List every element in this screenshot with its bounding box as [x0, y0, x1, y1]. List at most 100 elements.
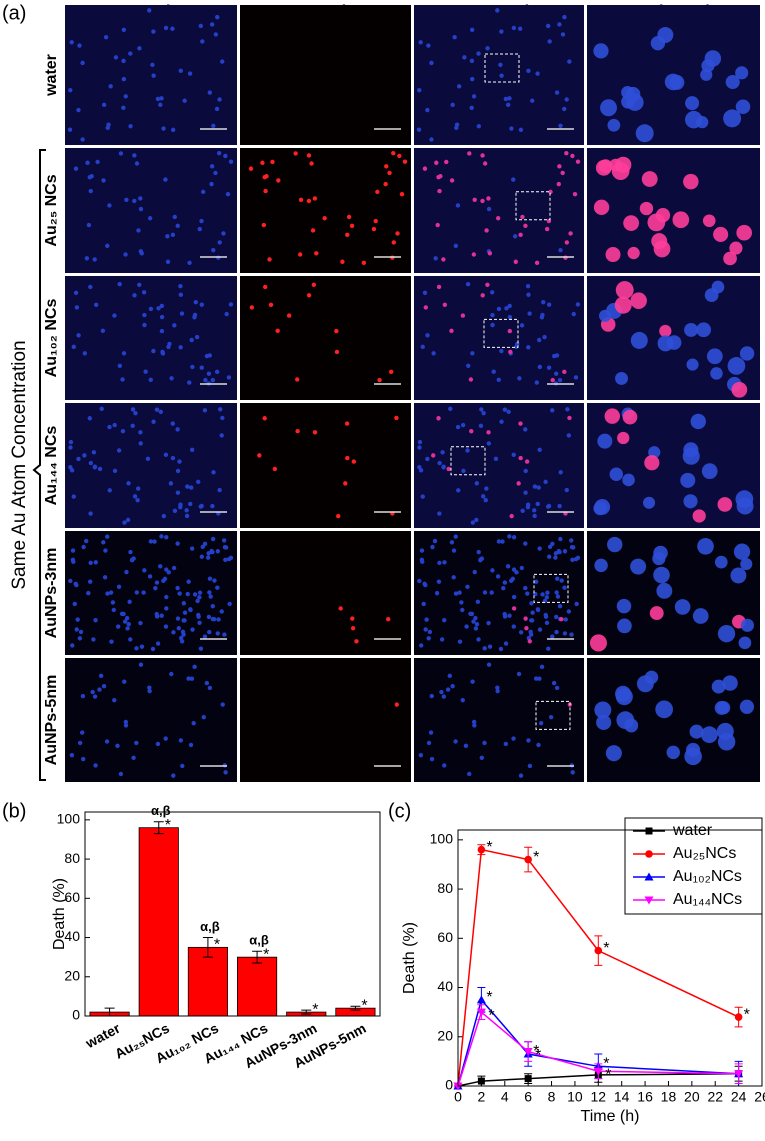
- cell: [553, 555, 558, 560]
- x-axis-label: Time (h): [581, 1108, 640, 1125]
- cell: [377, 377, 382, 383]
- significance-star: *: [165, 817, 171, 834]
- cell: [614, 296, 632, 314]
- cell: [476, 51, 481, 56]
- cell: [306, 153, 312, 158]
- cell: [105, 243, 110, 249]
- cell: [496, 377, 501, 383]
- cell: [189, 676, 195, 681]
- cell: [480, 153, 485, 158]
- cell: [70, 548, 76, 553]
- cell: [163, 624, 169, 629]
- cell: [554, 590, 559, 595]
- cell: [486, 206, 492, 212]
- cell: [537, 676, 542, 681]
- cell: [447, 673, 452, 679]
- cell: [471, 252, 477, 257]
- cell: [116, 584, 122, 589]
- cell: [553, 551, 559, 556]
- cell: [496, 539, 502, 544]
- cell: [431, 453, 436, 458]
- cell: [197, 590, 203, 595]
- cells: [257, 415, 399, 519]
- cells: [67, 8, 225, 142]
- cell: [132, 153, 137, 158]
- micrograph: [414, 148, 584, 273]
- cell: [105, 591, 110, 596]
- cell: [490, 322, 495, 328]
- cell: [519, 565, 525, 571]
- cell: [82, 453, 87, 458]
- cell: [486, 620, 491, 626]
- cell: [262, 284, 268, 290]
- cell: [295, 429, 300, 434]
- cell: [536, 485, 541, 490]
- cell: [554, 90, 560, 95]
- cell: [130, 407, 136, 412]
- cell: [616, 598, 632, 614]
- cell: [457, 590, 462, 595]
- cell: [597, 433, 613, 449]
- cell: [508, 349, 513, 355]
- cell: [472, 197, 477, 203]
- cell: [87, 579, 93, 584]
- marker: [523, 1048, 533, 1057]
- cell: [86, 590, 91, 596]
- cell: [692, 608, 709, 624]
- cell: [147, 688, 152, 694]
- cell: [449, 328, 454, 334]
- cell: [80, 756, 86, 762]
- y-tick-label: 60: [437, 929, 453, 945]
- cell: [562, 585, 567, 590]
- cell: [122, 520, 127, 525]
- cell: [147, 216, 153, 221]
- cell: [213, 170, 218, 176]
- cell: [112, 468, 118, 474]
- cell: [113, 55, 119, 60]
- cell: [605, 247, 621, 263]
- cell: [445, 687, 451, 692]
- micrograph: [65, 403, 237, 528]
- x-tick-label: 2: [477, 1089, 485, 1105]
- cell: [511, 567, 517, 572]
- cell: [199, 365, 204, 370]
- cell: [452, 34, 457, 40]
- cell: [604, 408, 620, 424]
- cell: [178, 345, 183, 350]
- cells: [68, 406, 225, 525]
- cell: [228, 159, 234, 164]
- micrograph: [240, 148, 411, 273]
- cell: [225, 191, 231, 197]
- cell: [84, 538, 89, 544]
- cell: [187, 71, 193, 76]
- cell: [570, 770, 575, 775]
- panel-label: (c): [388, 800, 411, 822]
- cell: [155, 741, 161, 747]
- cell: [170, 232, 176, 238]
- legend-label: Au₁₀₂NCs: [673, 868, 742, 885]
- cell: [93, 763, 98, 768]
- cell: [166, 344, 171, 350]
- cell: [142, 312, 147, 318]
- cell: [132, 293, 137, 298]
- cell: [523, 490, 528, 495]
- cell: [101, 683, 107, 689]
- cell: [622, 409, 638, 425]
- cell: [503, 641, 509, 646]
- cell: [175, 585, 180, 591]
- cell: [211, 123, 216, 128]
- cell: [595, 159, 612, 176]
- cell: [175, 223, 180, 228]
- cells: [248, 150, 408, 266]
- cell: [489, 590, 494, 595]
- cell: [550, 634, 555, 639]
- cell: [507, 534, 512, 539]
- cell: [262, 416, 267, 421]
- cell: [160, 349, 165, 355]
- cell: [228, 555, 234, 561]
- cell: [87, 174, 92, 180]
- marker: [734, 1070, 744, 1079]
- marker: [524, 1075, 532, 1083]
- cell: [180, 763, 185, 769]
- cell: [188, 742, 194, 748]
